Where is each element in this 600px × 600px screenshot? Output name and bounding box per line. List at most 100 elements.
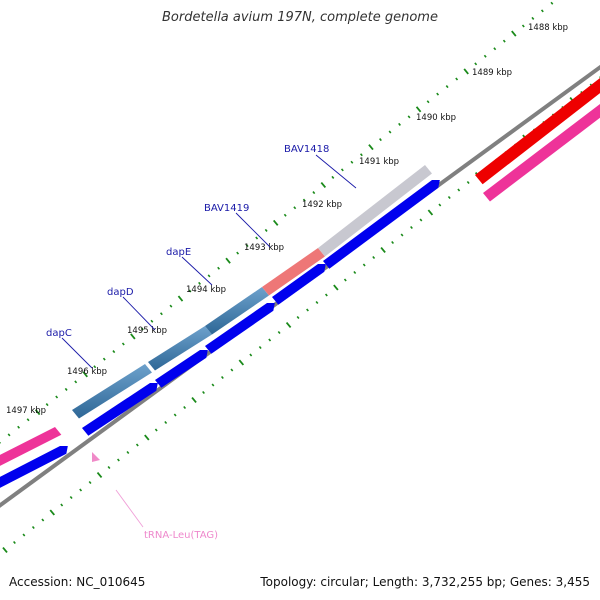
outer-tick-mark [359,153,363,157]
genome-title: Bordetella avium 197N, complete genome [162,10,438,25]
outer-tick-mark [293,206,297,210]
inner-tick-mark [135,443,139,447]
gene-label-connector [122,296,156,331]
outer-tick-mark [102,357,106,361]
tick-label: 1496 kbp [67,367,107,377]
gene-dapC-band [72,364,152,419]
label-layer: 1488 kbp 1489 kbp 1490 kbp 1491 kbp 1492 kbp… [6,23,568,541]
outer-tick-ring [0,1,554,444]
inner-tick-mark [457,188,461,192]
inner-tick-mark [268,338,272,342]
outer-tick-mark [17,425,21,429]
outer-tick-mark [7,433,11,437]
inner-tick-mark [173,413,177,417]
inner-tick-mark [324,293,328,297]
inner-tick-mark [154,428,158,432]
inner-tick-mark [372,255,376,260]
inner-tick-mark [230,368,234,372]
outer-tick-mark [207,274,211,278]
inner-tick-mark [362,263,366,267]
inner-tick-mark [164,420,168,425]
outer-tick-mark [407,115,411,119]
inner-tick-mark [116,458,120,462]
tick-label: 1492 kbp [302,200,342,210]
cds-arrow [82,383,158,436]
gene-label-dapD: dapD [107,287,134,298]
tick-label: 1490 kbp [416,113,456,123]
inner-tick-mark [183,405,187,410]
inner-tick-mark [69,495,73,500]
outer-tick-mark [140,327,144,331]
inner-tick-mark [277,330,281,335]
feature-track [0,64,600,508]
outer-tick-mark [455,77,459,81]
outer-tick-mark [159,312,163,316]
inner-tick-mark [60,503,64,507]
tick-label: 1493 kbp [244,243,284,253]
outer-tick-mark [74,380,78,384]
outer-tick-mark [283,213,287,217]
inner-tick-mark [22,533,26,537]
outer-tick-mark [502,39,506,43]
outer-tick-mark [45,403,49,407]
outer-tick-mark [236,251,240,255]
outer-tick-mark [531,16,535,20]
outer-tick-mark [217,266,221,270]
outer-tick-mark [64,387,68,391]
outer-tick-mark [415,106,422,113]
inner-tick-mark [144,434,150,441]
inner-tick-mark [438,203,442,207]
inner-tick-mark [220,375,224,380]
outer-tick-mark [177,295,184,302]
inner-tick-mark [333,284,339,291]
cds-arrow [323,180,440,269]
gene-dapD-band [148,326,212,371]
gene-BAV1419-band [262,248,325,296]
inner-tick-mark [380,246,386,254]
outer-tick-mark [272,219,279,226]
inner-tick-mark [31,525,35,530]
outer-tick-mark [511,30,517,37]
inner-tick-mark [107,465,111,470]
inner-tick-mark [126,450,130,455]
inner-tick-mark [79,488,83,492]
tick-label: 1488 kbp [528,23,568,33]
outer-tick-mark [350,160,354,164]
outer-tick-mark [150,319,154,323]
inner-tick-mark [202,390,205,395]
gene-label-connector [181,256,213,286]
gene-dapE-band [205,287,269,335]
outer-tick-mark [474,62,478,66]
outer-tick-mark [130,333,136,340]
outer-tick-mark [82,371,88,378]
tick-label: 1495 kbp [127,326,167,336]
outer-tick-mark [188,289,192,293]
gene-label-dapE: dapE [166,247,191,258]
outer-tick-mark [225,257,231,264]
outer-tick-mark [302,198,306,202]
outer-tick-mark [463,68,469,75]
outer-tick-mark [55,395,59,399]
feature-pink-band [483,104,600,202]
inner-tick-mark [13,540,16,545]
inner-tick-mark [238,359,245,366]
inner-tick-mark [249,353,253,357]
outer-tick-mark [445,85,449,89]
outer-tick-mark [521,24,525,28]
outer-tick-mark [368,144,374,151]
outer-tick-mark [34,409,41,416]
outer-tick-mark [483,54,487,58]
gene-label-dapC: dapC [46,328,72,339]
inner-tick-mark [296,315,300,320]
outer-tick-mark [26,418,30,422]
inner-tick-mark [427,209,434,216]
outer-tick-mark [255,236,259,240]
outer-tick-mark [112,350,116,354]
cds-arrow [272,264,326,305]
inner-tick-mark [2,546,8,554]
outer-tick-mark [245,244,249,248]
outer-tick-mark [340,168,344,172]
outer-tick-mark [264,228,268,232]
